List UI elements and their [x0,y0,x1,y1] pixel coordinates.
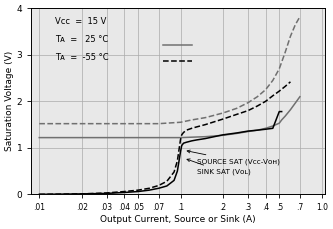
Text: SINK SAT (Vᴏʟ): SINK SAT (Vᴏʟ) [187,159,250,175]
Text: Vᴄᴄ  =  15 V: Vᴄᴄ = 15 V [55,17,107,26]
X-axis label: Output Current, Source or Sink (A): Output Current, Source or Sink (A) [100,215,256,224]
Text: Tᴀ  =   25 °C: Tᴀ = 25 °C [55,35,109,44]
Text: SOURCE SAT (Vᴄᴄ-Vᴏʜ): SOURCE SAT (Vᴄᴄ-Vᴏʜ) [187,150,279,165]
Text: Tᴀ  =  -55 °C: Tᴀ = -55 °C [55,52,109,62]
Y-axis label: Saturation Voltage (V): Saturation Voltage (V) [5,51,14,151]
